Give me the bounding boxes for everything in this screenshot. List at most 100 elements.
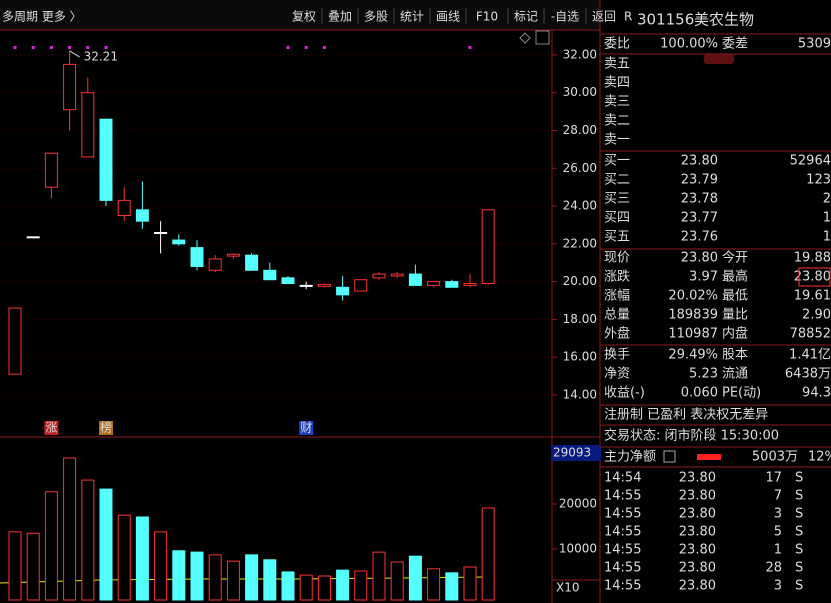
trade-time: 14:55 bbox=[604, 507, 641, 522]
icon[interactable] bbox=[519, 32, 531, 44]
event-marker bbox=[322, 46, 326, 49]
trade-price: 23.80 bbox=[679, 489, 716, 504]
value: 2.90 bbox=[802, 308, 831, 323]
ask-label: 卖二 bbox=[604, 114, 630, 129]
event-marker bbox=[68, 46, 72, 49]
label: 委比 bbox=[604, 37, 630, 52]
bid-price: 23.78 bbox=[681, 192, 718, 207]
y-tick-label: 30.00 bbox=[563, 85, 597, 99]
trade-volume: 5 bbox=[774, 525, 782, 540]
badge[interactable]: 财 bbox=[300, 421, 312, 435]
trade-price: 23.80 bbox=[679, 507, 716, 522]
event-marker bbox=[104, 46, 108, 49]
value: 6438万 bbox=[785, 367, 831, 382]
value: 23.80 bbox=[681, 251, 718, 266]
volume-bar bbox=[226, 560, 240, 601]
bid-volume: 2 bbox=[823, 192, 831, 207]
volume-bar bbox=[408, 555, 422, 601]
y-tick-label: 24.00 bbox=[563, 199, 597, 213]
bid-volume: 52964 bbox=[790, 154, 831, 169]
toolbar-button[interactable]: 多股 bbox=[364, 10, 388, 24]
toolbar-button[interactable]: F10 bbox=[476, 10, 498, 24]
trade-time: 14:55 bbox=[604, 525, 641, 540]
badge[interactable]: 涨 bbox=[45, 420, 57, 435]
volume-bar bbox=[172, 550, 186, 601]
y-tick-label: 20000 bbox=[559, 496, 597, 510]
bid-volume: 1 bbox=[823, 230, 831, 245]
volume-bar bbox=[208, 554, 222, 601]
badge: R bbox=[624, 10, 632, 24]
ask-label: 卖一 bbox=[604, 133, 630, 148]
candle-body bbox=[208, 258, 222, 271]
y-tick-label: 28.00 bbox=[563, 123, 597, 137]
toolbar-button[interactable]: 标记 bbox=[514, 10, 538, 24]
trade-time: 14:55 bbox=[604, 561, 641, 576]
event-marker bbox=[49, 46, 53, 49]
candle-body bbox=[117, 199, 131, 216]
volume-bar bbox=[281, 571, 295, 601]
volume-bar bbox=[44, 491, 58, 601]
toolbar-button[interactable]: 复权 bbox=[292, 10, 316, 24]
volume-bar bbox=[117, 514, 131, 601]
toolbar-button[interactable]: -自选 bbox=[551, 10, 579, 24]
toolbar-button[interactable]: 叠加 bbox=[328, 10, 352, 24]
volume-bar bbox=[390, 561, 404, 601]
volume-bar bbox=[354, 570, 368, 601]
volume-bar bbox=[8, 531, 22, 601]
volume-bar bbox=[263, 559, 277, 601]
candle-body bbox=[408, 273, 422, 286]
bid-label: 买四 bbox=[604, 211, 630, 226]
label: 涨跌 bbox=[604, 269, 630, 285]
label: PE(动) bbox=[722, 386, 761, 401]
status: 交易状态: 闭市阶段 15:30:00 bbox=[604, 428, 779, 444]
trade-side: S bbox=[795, 489, 803, 504]
bid-volume: 123 bbox=[806, 173, 831, 188]
trade-volume: 17 bbox=[765, 471, 782, 486]
icon[interactable] bbox=[663, 450, 676, 463]
label: 外盘 bbox=[604, 326, 630, 342]
bid-price: 23.76 bbox=[681, 230, 718, 245]
y-tick-label: 32.00 bbox=[563, 47, 597, 61]
trade-price: 23.80 bbox=[679, 543, 716, 558]
candle-body bbox=[354, 279, 368, 292]
trade-side: S bbox=[795, 525, 803, 540]
value: 20.02% bbox=[668, 289, 718, 304]
trade-volume: 1 bbox=[774, 543, 782, 558]
volume-label: 29093 bbox=[553, 446, 591, 460]
flow-amount: 5003万 bbox=[752, 450, 798, 465]
event-marker bbox=[304, 46, 308, 49]
bid-label: 买五 bbox=[604, 230, 630, 245]
y-tick-label: 22.00 bbox=[563, 236, 597, 250]
candle-body bbox=[172, 239, 186, 245]
value: 3.97 bbox=[689, 270, 718, 285]
period-menu[interactable]: 多周期 更多 〉 bbox=[2, 10, 82, 24]
badge[interactable]: 榜 bbox=[100, 420, 112, 435]
candle-body bbox=[317, 283, 331, 287]
icon[interactable] bbox=[535, 30, 550, 45]
value: 100.00% bbox=[660, 37, 718, 52]
volume-bar bbox=[427, 568, 441, 601]
label: 换手 bbox=[604, 348, 630, 363]
candle-body bbox=[135, 209, 149, 222]
trade-volume: 28 bbox=[765, 561, 782, 576]
volume-bar bbox=[135, 516, 149, 601]
trade-time: 14:54 bbox=[604, 471, 641, 486]
bid-price: 23.80 bbox=[681, 154, 718, 169]
candle-body bbox=[463, 283, 477, 286]
trade-side: S bbox=[795, 507, 803, 522]
toolbar-button[interactable]: 统计 bbox=[400, 10, 424, 24]
label: 最高 bbox=[722, 269, 748, 285]
bid-label: 买二 bbox=[604, 173, 630, 188]
expand-button[interactable] bbox=[704, 54, 734, 64]
candle-body bbox=[263, 269, 277, 281]
toolbar-button[interactable]: 返回 bbox=[592, 10, 616, 24]
toolbar-button[interactable]: 画线 bbox=[436, 10, 460, 24]
trade-price: 23.80 bbox=[679, 579, 716, 594]
candle-body bbox=[81, 92, 95, 158]
candle-body bbox=[245, 254, 259, 271]
event-marker bbox=[13, 46, 17, 49]
volume-bar bbox=[154, 531, 168, 601]
value: 19.88 bbox=[794, 251, 831, 266]
candle-body bbox=[26, 236, 40, 239]
high-arrow bbox=[69, 50, 80, 58]
